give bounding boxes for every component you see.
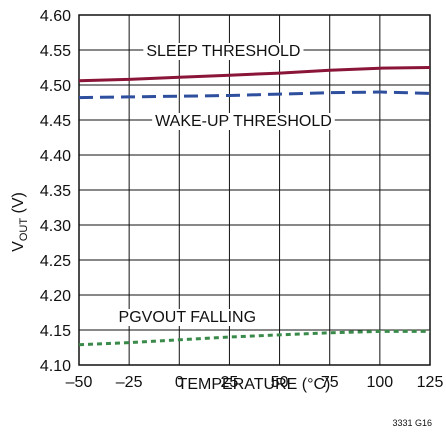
y-tick-label: 4.45	[40, 113, 71, 130]
annotation-wake-up-threshold: WAKE-UP THRESHOLD	[152, 113, 335, 130]
series-line-pgvout-falling	[78, 329, 430, 347]
annotation-label: SLEEP THRESHOLD	[146, 43, 300, 60]
x-tick-label: –50	[66, 374, 93, 391]
y-tick-label: 4.35	[40, 183, 71, 200]
x-tick-label: 100	[367, 374, 394, 391]
y-tick-label: 4.60	[40, 8, 71, 25]
series-line-wake-up-threshold	[78, 90, 431, 100]
y-tick-label: 4.10	[40, 358, 71, 375]
y-tick-label: 4.15	[40, 323, 71, 340]
y-tick-label: 4.30	[40, 218, 71, 235]
y-axis-title: VOUT (V)	[10, 192, 30, 252]
y-axis-title-main: V	[10, 241, 27, 252]
x-tick-label: 75	[321, 374, 339, 391]
y-axis-title-sub: OUT	[18, 218, 30, 242]
x-tick-label: 50	[271, 374, 289, 391]
y-tick-label: 4.25	[40, 253, 71, 270]
x-tick-label: 25	[221, 374, 239, 391]
annotation-pgvout-falling: PGVOUT FALLING	[115, 309, 260, 326]
series-annotations: SLEEP THRESHOLD WAKE-UP THRESHOLD PGVOUT F…	[115, 43, 335, 326]
annotation-label: WAKE-UP THRESHOLD	[155, 113, 332, 130]
x-tick-label: 0	[175, 374, 184, 391]
y-tick-label: 4.55	[40, 43, 71, 60]
series-lines	[78, 66, 431, 347]
figure-id: 3331 G16	[392, 418, 432, 428]
y-tick-label: 4.20	[40, 288, 71, 305]
y-tick-label: 4.50	[40, 78, 71, 95]
annotation-label: PGVOUT FALLING	[119, 309, 257, 326]
y-axis-title-unit: (V)	[10, 192, 27, 218]
series-line-sleep-threshold	[78, 66, 431, 83]
y-tick-label: 4.40	[40, 148, 71, 165]
x-axis-title: TEMPERATURE (°C)	[178, 376, 331, 393]
annotation-background	[115, 309, 260, 326]
grid	[78, 14, 431, 366]
y-tick-labels: 4.10 4.15 4.20 4.25 4.30 4.35 4.40 4.45 4.50 4.55…	[40, 8, 71, 375]
annotation-background	[143, 43, 304, 60]
x-tick-label: 125	[417, 374, 444, 391]
annotation-background	[152, 113, 335, 130]
x-tick-label: –25	[116, 374, 143, 391]
plot-frame	[78, 14, 431, 366]
annotation-sleep-threshold: SLEEP THRESHOLD	[143, 43, 304, 60]
x-tick-labels: –50 –25 0 25 50 75 100 125	[66, 374, 444, 391]
